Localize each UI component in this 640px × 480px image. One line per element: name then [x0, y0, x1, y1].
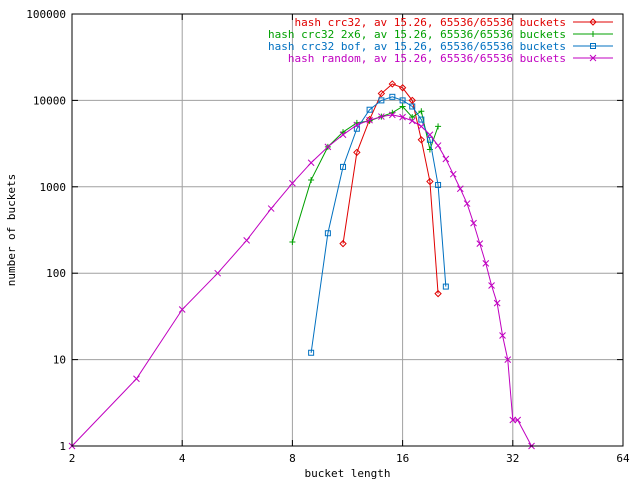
x-tick-label: 64 — [616, 452, 630, 465]
data-point — [499, 332, 506, 339]
data-point — [353, 125, 360, 132]
data-point — [409, 114, 416, 121]
data-point — [214, 269, 222, 277]
data-point — [408, 117, 416, 125]
data-point — [243, 236, 251, 244]
data-point — [417, 123, 425, 130]
data-point — [389, 93, 396, 100]
legend-label: hash crc32, av 15.26, 65536/65536 bucket… — [294, 16, 566, 29]
data-point — [442, 155, 450, 163]
x-tick-label: 8 — [289, 452, 296, 465]
data-point — [470, 219, 477, 227]
y-tick-label: 10 — [53, 354, 66, 367]
data-point — [509, 416, 517, 424]
series-2 — [308, 93, 449, 356]
data-point — [133, 375, 140, 383]
data-point — [426, 136, 433, 143]
legend: hash crc32, av 15.26, 65536/65536 bucket… — [268, 16, 613, 65]
x-axis-label: bucket length — [304, 467, 390, 480]
legend-label: hash crc32 bof, av 15.26, 65536/65536 bu… — [268, 40, 566, 53]
data-point — [418, 108, 425, 115]
data-point — [339, 131, 347, 139]
data-point — [418, 116, 425, 123]
data-point — [493, 299, 501, 307]
data-point — [504, 356, 512, 363]
data-point — [409, 103, 416, 110]
x-tick-label: 2 — [69, 452, 76, 465]
legend-entry: hash crc32, av 15.26, 65536/65536 bucket… — [294, 16, 613, 29]
data-point — [399, 97, 406, 104]
data-point — [442, 283, 449, 290]
data-point — [426, 131, 434, 139]
legend-entry: hash random, av 15.26, 65536/65536 bucke… — [288, 52, 613, 65]
series-3 — [68, 111, 535, 450]
data-point — [324, 230, 331, 237]
data-point — [178, 306, 186, 313]
legend-entry: hash crc32 bof, av 15.26, 65536/65536 bu… — [268, 40, 613, 53]
data-point — [339, 239, 347, 248]
y-tick-label: 1 — [59, 440, 66, 453]
x-tick-label: 32 — [506, 452, 519, 465]
data-point — [435, 181, 442, 188]
data-point — [589, 54, 597, 62]
legend-label: hash crc32 2x6, av 15.26, 65536/65536 bu… — [268, 28, 566, 41]
x-tick-label: 4 — [179, 452, 186, 465]
data-point — [514, 416, 522, 424]
series-line — [342, 83, 439, 294]
data-point — [449, 170, 457, 178]
data-point — [417, 136, 426, 144]
data-point — [463, 200, 471, 207]
data-point — [307, 159, 315, 167]
data-point — [399, 103, 406, 110]
data-point — [289, 179, 296, 187]
data-point — [399, 113, 406, 121]
data-point — [426, 177, 434, 186]
data-point — [482, 260, 490, 267]
x-tick-label: 16 — [396, 452, 409, 465]
series-layer — [68, 80, 535, 450]
data-point — [476, 240, 484, 247]
plot-frame — [71, 13, 624, 447]
data-point — [308, 176, 315, 183]
series-line — [310, 96, 447, 353]
data-point — [434, 142, 442, 149]
data-point — [340, 163, 347, 170]
y-axis-label: number of buckets — [5, 174, 18, 287]
data-point — [488, 282, 495, 289]
data-point — [366, 106, 373, 113]
data-point — [289, 238, 296, 245]
data-point — [388, 111, 396, 119]
data-point — [589, 18, 597, 26]
data-point — [590, 43, 596, 49]
legend-entry: hash crc32 2x6, av 15.26, 65536/65536 bu… — [268, 28, 613, 41]
y-tick-label: 100000 — [26, 8, 66, 21]
data-point — [378, 97, 385, 104]
data-point — [388, 80, 397, 88]
data-point — [324, 143, 332, 151]
data-point — [353, 148, 361, 157]
axis-ticks: 2 4 8 16 32 64 1 10 100 1000 10000 100000 — [26, 8, 630, 465]
data-point — [353, 121, 361, 129]
data-point — [308, 349, 315, 356]
data-point — [378, 113, 385, 120]
data-point — [377, 89, 386, 98]
data-point — [267, 205, 275, 212]
data-point — [435, 123, 442, 130]
data-point — [340, 129, 347, 136]
y-tick-label: 1000 — [40, 181, 67, 194]
y-tick-label: 10000 — [33, 94, 66, 107]
data-point — [408, 96, 416, 105]
data-point — [398, 84, 407, 92]
data-point — [590, 31, 596, 37]
data-point — [456, 185, 464, 193]
data-point — [366, 116, 373, 124]
data-point — [434, 289, 442, 298]
legend-label: hash random, av 15.26, 65536/65536 bucke… — [288, 52, 566, 65]
y-tick-label: 100 — [46, 267, 66, 280]
grid-lines — [72, 14, 623, 446]
